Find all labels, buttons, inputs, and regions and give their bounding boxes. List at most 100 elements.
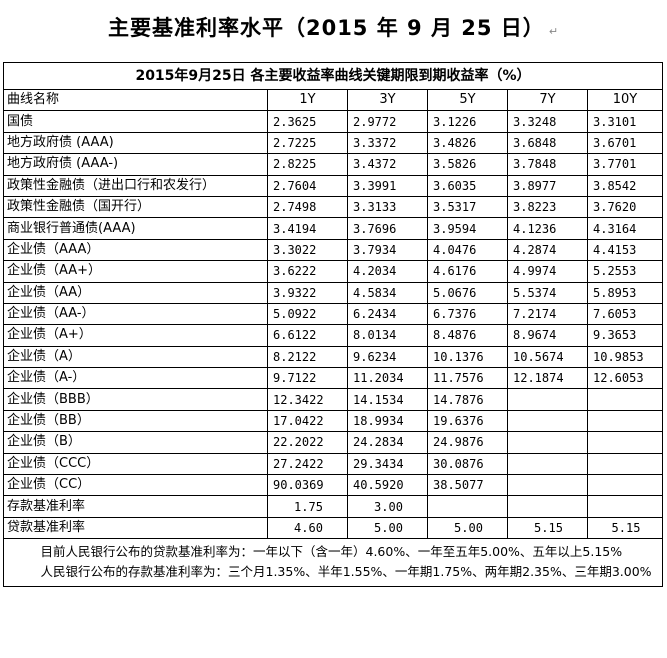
row-value-cell: 22.2022 xyxy=(267,431,348,454)
row-value-cell: 11.2034 xyxy=(347,367,428,390)
row-value-cell: 4.1236 xyxy=(507,217,588,240)
title-text: 主要基准利率水平（2015 年 9 月 25 日） xyxy=(107,16,545,40)
row-curve-name: 企业债（A） xyxy=(3,345,268,369)
row-value-cell: 2.7225 xyxy=(267,131,348,155)
row-value-cell: 29.3434 xyxy=(347,452,428,476)
row-value-cell: 4.4153 xyxy=(587,238,663,262)
row-value-cell: 5.00 xyxy=(427,516,508,540)
table-row: 贷款基准利率 4.60 5.00 5.00 5.15 5.15 xyxy=(3,516,663,540)
row-value-cell: 3.8542 xyxy=(587,174,663,197)
row-value-cell: 3.7696 xyxy=(347,217,428,240)
row-value-cell: 7.6053 xyxy=(587,302,663,326)
row-value-cell: 8.9674 xyxy=(507,324,588,347)
row-value-cell: 19.6376 xyxy=(427,409,508,433)
row-value-cell xyxy=(427,495,508,518)
row-value-cell: 3.7701 xyxy=(587,153,663,176)
table-row: 企业债（AAA） 3.3022 3.7934 4.0476 4.2874 4.4153 xyxy=(3,238,663,262)
row-value-cell: 3.3101 xyxy=(587,110,663,133)
header-3y: 3Y xyxy=(347,88,428,112)
row-value-cell: 8.0134 xyxy=(347,324,428,347)
table-row: 地方政府债 (AAA-) 2.8225 3.4372 3.5826 3.7848 3.77… xyxy=(3,153,663,176)
return-mark: ↵ xyxy=(548,25,560,38)
table-row: 企业债（A+） 6.6122 8.0134 8.4876 8.9674 9.3653 xyxy=(3,324,663,347)
header-7y: 7Y xyxy=(507,88,588,112)
row-value-cell: 3.8977 xyxy=(507,174,588,197)
table-row: 企业债（AA） 3.9322 4.5834 5.0676 5.5374 5.8953 xyxy=(3,281,663,304)
row-value-cell: 27.2422 xyxy=(267,452,348,476)
table-row: 国债 2.3625 2.9772 3.1226 3.3248 3.3101 xyxy=(3,110,663,133)
row-value-cell: 8.2122 xyxy=(267,345,348,369)
row-value-cell: 3.3991 xyxy=(347,174,428,197)
row-value-cell xyxy=(587,495,663,518)
row-value-cell: 6.6122 xyxy=(267,324,348,347)
table-row: 政策性金融债（进出口行和农发行） 2.7604 3.3991 3.6035 3.8977… xyxy=(3,174,663,197)
row-value-cell: 6.2434 xyxy=(347,302,428,326)
row-curve-name: 企业债（B） xyxy=(3,431,268,454)
notes-cell: 目前人民银行公布的贷款基准利率为：一年以下（含一年）4.60%、一年至五年5.0… xyxy=(3,538,663,588)
row-value-cell: 3.5317 xyxy=(427,195,508,219)
row-value-cell: 9.6234 xyxy=(347,345,428,369)
row-value-cell: 2.7498 xyxy=(267,195,348,219)
row-curve-name: 政策性金融债（国开行） xyxy=(3,195,268,219)
row-value-cell: 3.7934 xyxy=(347,238,428,262)
row-curve-name: 企业债（A+） xyxy=(3,324,268,347)
table-row: 企业债（BBB） 12.3422 14.1534 14.7876 xyxy=(3,388,663,411)
row-value-cell: 7.2174 xyxy=(507,302,588,326)
row-value-cell: 2.9772 xyxy=(347,110,428,133)
notes-row: 目前人民银行公布的贷款基准利率为：一年以下（含一年）4.60%、一年至五年5.0… xyxy=(3,538,663,588)
table-row: 企业债（AA+） 3.6222 4.2034 4.6176 4.9974 5.2553 xyxy=(3,260,663,283)
row-value-cell: 3.4194 xyxy=(267,217,348,240)
row-value-cell: 2.8225 xyxy=(267,153,348,176)
row-value-cell: 12.6053 xyxy=(587,367,663,390)
row-value-cell: 3.3248 xyxy=(507,110,588,133)
note-paragraph: 人民银行公布的存款基准利率为：三个月1.35%、半年1.55%、一年期1.75%… xyxy=(40,564,652,580)
row-value-cell: 4.2034 xyxy=(347,260,428,283)
row-curve-name: 企业债（BBB） xyxy=(3,388,268,411)
row-value-cell: 1.75 xyxy=(267,495,348,518)
row-value-cell: 12.1874 xyxy=(507,367,588,390)
row-value-cell: 3.6848 xyxy=(507,131,588,155)
row-curve-name: 企业债（AA-） xyxy=(3,302,268,326)
row-value-cell xyxy=(587,388,663,411)
row-value-cell: 4.60 xyxy=(267,516,348,540)
row-value-cell: 3.7848 xyxy=(507,153,588,176)
row-curve-name: 企业债（BB） xyxy=(3,409,268,433)
row-value-cell: 3.00 xyxy=(347,495,428,518)
table-row: 企业债（CC） 90.0369 40.5920 38.5077 xyxy=(3,474,663,497)
row-value-cell: 5.8953 xyxy=(587,281,663,304)
row-value-cell: 18.9934 xyxy=(347,409,428,433)
row-value-cell: 3.4826 xyxy=(427,131,508,155)
row-value-cell: 5.0676 xyxy=(427,281,508,304)
row-curve-name: 地方政府债 (AAA-) xyxy=(3,153,268,176)
row-curve-name: 企业债（AA+） xyxy=(3,260,268,283)
row-value-cell xyxy=(507,452,588,476)
row-value-cell: 2.3625 xyxy=(267,110,348,133)
row-value-cell: 3.3133 xyxy=(347,195,428,219)
row-value-cell xyxy=(507,474,588,497)
row-value-cell: 3.1226 xyxy=(427,110,508,133)
row-value-cell: 3.6035 xyxy=(427,174,508,197)
row-value-cell: 5.15 xyxy=(587,516,663,540)
row-value-cell xyxy=(507,431,588,454)
row-value-cell: 3.7620 xyxy=(587,195,663,219)
row-curve-name: 地方政府债 (AAA) xyxy=(3,131,268,155)
row-value-cell: 3.8223 xyxy=(507,195,588,219)
table-caption: 2015年9月25日 各主要收益率曲线关键期限到期收益率（%） xyxy=(3,62,663,90)
table-row: 企业债（AA-） 5.0922 6.2434 6.7376 7.2174 7.6053 xyxy=(3,302,663,326)
table-row: 政策性金融债（国开行） 2.7498 3.3133 3.5317 3.8223 3.762… xyxy=(3,195,663,219)
row-value-cell: 3.6701 xyxy=(587,131,663,155)
row-value-cell: 14.1534 xyxy=(347,388,428,411)
row-value-cell: 40.5920 xyxy=(347,474,428,497)
row-value-cell: 8.4876 xyxy=(427,324,508,347)
header-curve-name: 曲线名称 xyxy=(3,88,268,112)
row-value-cell: 11.7576 xyxy=(427,367,508,390)
row-curve-name: 商业银行普通债(AAA) xyxy=(3,217,268,240)
row-value-cell: 3.3372 xyxy=(347,131,428,155)
header-10y: 10Y xyxy=(587,88,663,112)
row-value-cell xyxy=(587,409,663,433)
row-value-cell: 12.3422 xyxy=(267,388,348,411)
table-row: 企业债（B） 22.2022 24.2834 24.9876 xyxy=(3,431,663,454)
row-value-cell: 3.9322 xyxy=(267,281,348,304)
row-value-cell: 30.0876 xyxy=(427,452,508,476)
table-row: 企业债（BB） 17.0422 18.9934 19.6376 xyxy=(3,409,663,433)
